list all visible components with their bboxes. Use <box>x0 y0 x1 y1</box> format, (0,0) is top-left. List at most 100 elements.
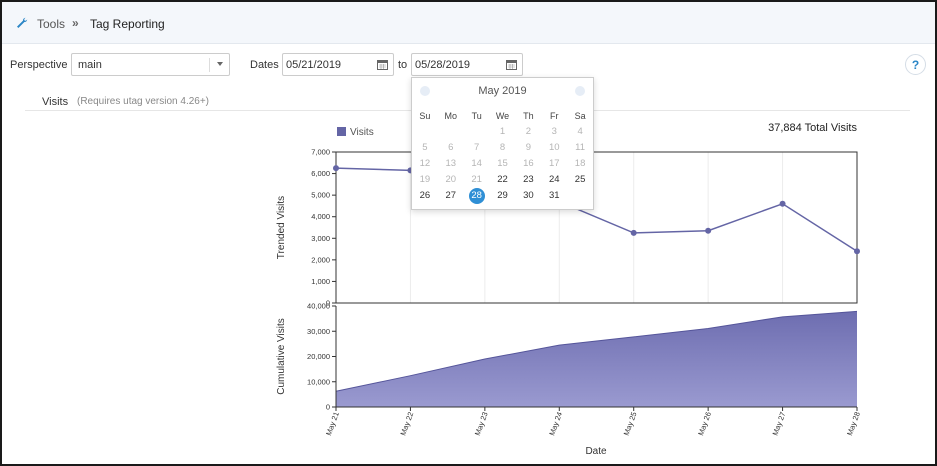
section-subtitle: (Requires utag version 4.26+) <box>77 96 210 107</box>
y-tick-label: 6,000 <box>311 169 330 178</box>
calendar-day: 3 <box>551 126 557 137</box>
calendar-day[interactable]: 24 <box>548 174 560 185</box>
section-title: Visits <box>42 96 69 108</box>
data-point <box>705 227 712 234</box>
calendar-day[interactable]: 29 <box>497 190 508 201</box>
breadcrumb-tools-link[interactable]: Tools <box>37 17 66 31</box>
breadcrumb-separator-icon: » <box>72 16 79 30</box>
legend-swatch <box>337 127 346 136</box>
legend-label: Visits <box>350 127 374 138</box>
trended-plot-frame <box>335 151 858 304</box>
x-axis-label: Date <box>585 446 607 457</box>
calendar-day-empty <box>464 124 490 140</box>
y-tick-label: 0 <box>326 403 330 412</box>
weekday-header: Tu <box>471 111 482 121</box>
x-tick-label: May 26 <box>696 411 713 437</box>
data-point <box>854 248 860 255</box>
dates-label: Dates <box>250 59 279 71</box>
calendar-day-empty <box>438 124 464 140</box>
y-tick-label: 3,000 <box>311 234 330 243</box>
calendar-day: 8 <box>499 142 506 153</box>
breadcrumb-bar: Tools » Tag Reporting <box>2 2 935 44</box>
calendar-day: 19 <box>419 174 431 185</box>
y-tick-label: 0 <box>326 299 330 308</box>
calendar-day: 4 <box>577 126 583 137</box>
y-axis-label: Cumulative Visits <box>276 318 287 395</box>
x-tick-label: May 24 <box>547 411 564 437</box>
date-from-value: 05/21/2019 <box>286 59 342 71</box>
total-visits: 37,884 Total Visits <box>768 122 857 134</box>
date-to-input[interactable]: 05/28/2019 <box>411 53 523 76</box>
date-to-value: 05/28/2019 <box>415 59 471 71</box>
calendar-day: 16 <box>523 158 534 169</box>
calendar-day[interactable]: 23 <box>523 174 534 185</box>
x-tick-label: May 28 <box>845 411 862 437</box>
calendar-day[interactable]: 26 <box>419 190 431 201</box>
x-tick-label: May 25 <box>622 411 639 437</box>
data-point <box>333 165 339 172</box>
calendar-day[interactable]: 25 <box>574 174 586 185</box>
calendar-day: 6 <box>448 142 454 153</box>
calendar-day[interactable]: 22 <box>497 174 508 185</box>
calendar-day: 13 <box>445 158 457 169</box>
calendar-day-selected[interactable]: 28 <box>464 188 490 204</box>
calendar-day: 18 <box>574 158 586 169</box>
x-tick-label: May 27 <box>771 411 788 437</box>
cumulative-line <box>335 310 858 392</box>
x-tick-label: May 22 <box>398 411 415 437</box>
calendar-icon[interactable] <box>506 59 517 70</box>
x-tick-label: May 21 <box>324 411 341 437</box>
calendar-day: 20 <box>445 174 457 185</box>
weekday-header: Th <box>523 111 534 121</box>
wrench-icon <box>17 17 28 28</box>
weekday-header: Fr <box>549 111 559 121</box>
calendar-icon[interactable] <box>377 59 388 70</box>
calendar-day: 11 <box>575 142 586 153</box>
calendar-day: 17 <box>548 158 560 169</box>
calendar-day[interactable]: 30 <box>523 190 534 201</box>
to-label: to <box>398 59 408 71</box>
x-tick-label: May 23 <box>473 411 490 437</box>
weekday-header: We <box>495 111 510 121</box>
y-tick-label: 7,000 <box>311 148 330 157</box>
calendar-day-empty <box>567 188 593 204</box>
data-point <box>779 200 786 207</box>
weekday-header: Sa <box>574 111 586 121</box>
y-tick-label: 20,000 <box>307 352 330 361</box>
perspective-select[interactable]: main <box>71 53 230 76</box>
calendar-day: 9 <box>525 142 532 153</box>
y-tick-label: 30,000 <box>307 327 330 336</box>
cumulative-area <box>336 311 857 407</box>
data-point <box>630 229 637 236</box>
calendar-day[interactable]: 31 <box>548 190 560 201</box>
calendar-day: 12 <box>419 158 431 169</box>
page-title: Tag Reporting <box>90 17 165 31</box>
y-tick-label: 2,000 <box>311 255 330 264</box>
calendar-day: 5 <box>422 142 428 153</box>
y-tick-label: 4,000 <box>311 212 330 221</box>
y-tick-label: 1,000 <box>311 277 330 286</box>
help-icon: ? <box>911 58 920 72</box>
calendar-day: 2 <box>525 126 532 137</box>
perspective-label: Perspective <box>10 59 68 71</box>
date-from-input[interactable]: 05/21/2019 <box>282 53 394 76</box>
calendar-day-empty <box>412 124 438 140</box>
next-month-icon[interactable] <box>575 86 585 96</box>
calendar-day: 10 <box>548 142 560 153</box>
perspective-value: main <box>78 59 102 71</box>
datepicker-grid: Su Mo Tu We Th Fr Sa 1 2 3 4 5 6 7 8 9 10 11 12 13 14 15 16 17 1… <box>412 108 593 204</box>
prev-month-icon[interactable] <box>420 86 430 96</box>
calendar-day: 15 <box>497 158 508 169</box>
calendar-day: 21 <box>471 174 482 185</box>
select-divider <box>209 58 210 72</box>
y-tick-label: 10,000 <box>307 377 330 386</box>
chevron-down-icon[interactable] <box>217 62 223 66</box>
weekday-header: Su <box>419 111 431 121</box>
y-tick-label: 40,000 <box>307 302 330 311</box>
datepicker-month-title: May 2019 <box>478 85 527 97</box>
help-button[interactable]: ? <box>905 54 926 75</box>
y-axis-label: Trended Visits <box>276 196 287 259</box>
calendar-day[interactable]: 27 <box>445 190 457 201</box>
datepicker-popup: May 2019 Su Mo Tu We Th Fr Sa 1 2 3 4 5 6 7 8 9 10 11 12 13… <box>411 77 594 210</box>
